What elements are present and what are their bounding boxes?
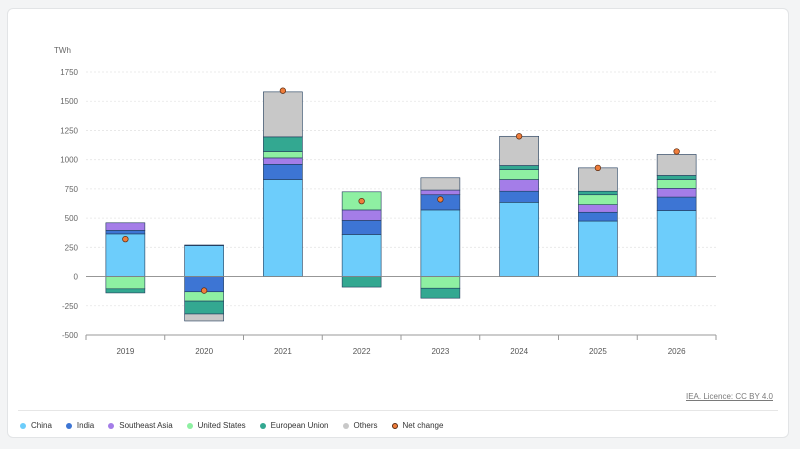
bar-segment-european-union	[656, 175, 697, 180]
chart-legend: China India Southeast Asia United States Eur…	[20, 421, 443, 430]
bar-segment-southeast-asia	[578, 204, 618, 213]
x-tick-label: 2025	[589, 347, 607, 356]
x-tick-label: 2023	[431, 347, 449, 356]
net-change-marker	[122, 236, 129, 243]
bar-segment-southeast-asia	[341, 209, 382, 221]
bar-segment-china	[656, 210, 697, 277]
net-change-marker	[358, 198, 365, 205]
bar-segment-european-union	[105, 288, 146, 294]
bar-segment-others	[263, 91, 303, 138]
bar-segment-china	[263, 179, 303, 277]
bar-segment-european-union	[263, 136, 303, 152]
bar-segment-european-union	[341, 276, 382, 288]
bar-segment-others	[578, 167, 618, 192]
y-tick-label: 1750	[60, 68, 78, 77]
bar-segment-india	[656, 196, 697, 211]
bar-segment-united-states	[420, 276, 461, 289]
legend-swatch	[65, 422, 72, 429]
legend-item-india[interactable]: India	[65, 421, 95, 430]
legend-item-european-union[interactable]: European Union	[259, 421, 329, 430]
legend-item-southeast-asia[interactable]: Southeast Asia	[108, 421, 173, 430]
bar-segment-european-union	[499, 165, 539, 170]
legend-label: Southeast Asia	[119, 421, 173, 430]
x-tick-label: 2020	[195, 347, 213, 356]
net-change-marker	[515, 133, 523, 140]
bar-segment-china	[578, 220, 618, 277]
bar-segment-china	[420, 209, 461, 277]
net-change-marker	[673, 148, 680, 155]
y-tick-label: 500	[65, 214, 79, 223]
bar-segment-india	[499, 190, 539, 203]
bar-chart: TWh -500 -250 0 250 500 750 1000 1250 1500 1750 201…	[54, 46, 717, 356]
legend-label: China	[31, 421, 52, 430]
net-change-marker	[200, 287, 208, 294]
bar-segment-india	[105, 230, 146, 235]
bar-segment-india	[578, 211, 618, 222]
bar-segment-others	[184, 313, 224, 322]
bar-segment-others	[420, 177, 461, 191]
bar-segment-others	[656, 154, 697, 176]
legend-item-others[interactable]: Others	[342, 421, 378, 430]
bar-segment-india	[341, 220, 382, 235]
legend-label: India	[76, 421, 95, 430]
bar-segment-southeast-asia	[105, 222, 146, 231]
bar-segment-united-states	[656, 179, 697, 189]
bar-segment-china	[184, 245, 224, 277]
legend-label: Net change	[402, 421, 444, 430]
legend-label: Others	[353, 421, 378, 430]
legend-item-united-states[interactable]: United States	[186, 421, 246, 430]
bar-segment-european-union	[184, 300, 224, 315]
chart-card: TWh -500 -250 0 250 500 750 1000 1250 1500 1750 201…	[7, 8, 789, 438]
legend-swatch	[20, 422, 26, 429]
legend-swatch	[391, 422, 398, 429]
bar-segment-european-union	[578, 190, 618, 196]
bar-segment-southeast-asia	[263, 157, 303, 165]
legend-swatch	[186, 422, 193, 429]
y-tick-label: -250	[62, 302, 79, 311]
y-tick-label: -500	[62, 331, 79, 340]
y-tick-label: 250	[65, 243, 79, 252]
legend-swatch	[342, 422, 349, 429]
legend-label: United States	[197, 421, 246, 430]
legend-item-china[interactable]: China	[20, 421, 52, 430]
bar-segment-european-union	[420, 287, 461, 299]
x-tick-label: 2019	[116, 347, 134, 356]
legend-swatch	[259, 422, 266, 429]
licence-credit[interactable]: IEA. Licence: CC BY 4.0	[685, 392, 773, 401]
net-change-marker	[279, 87, 287, 94]
legend-label: European Union	[270, 421, 329, 430]
bar-segment-southeast-asia	[420, 189, 461, 196]
net-change-marker	[437, 196, 444, 203]
x-tick-label: 2022	[353, 347, 371, 356]
bar-segment-india	[263, 164, 303, 180]
y-axis-label: TWh	[54, 46, 71, 55]
legend-divider	[18, 410, 778, 411]
bar-segment-southeast-asia	[184, 244, 224, 246]
bar-segment-united-states	[499, 169, 539, 180]
bar-segment-united-states	[263, 151, 303, 159]
y-tick-label: 1250	[60, 126, 78, 135]
y-tick-label: 750	[65, 185, 79, 194]
x-tick-label: 2024	[510, 347, 528, 356]
y-tick-label: 0	[74, 273, 79, 282]
bar-segment-united-states	[105, 276, 146, 290]
bar-segment-united-states	[578, 194, 618, 205]
legend-swatch	[108, 422, 115, 429]
y-tick-label: 1000	[60, 156, 78, 165]
net-change-marker	[594, 164, 602, 171]
bar-segment-southeast-asia	[656, 188, 697, 198]
bar-segment-southeast-asia	[499, 179, 539, 192]
bar-segment-others	[499, 135, 539, 166]
bar-segment-china	[499, 202, 539, 277]
x-tick-label: 2021	[274, 347, 292, 356]
y-tick-label: 1500	[60, 97, 78, 106]
x-tick-label: 2026	[668, 347, 686, 356]
legend-item-net-change[interactable]: Net change	[391, 421, 444, 430]
bar-segment-china	[341, 234, 382, 277]
